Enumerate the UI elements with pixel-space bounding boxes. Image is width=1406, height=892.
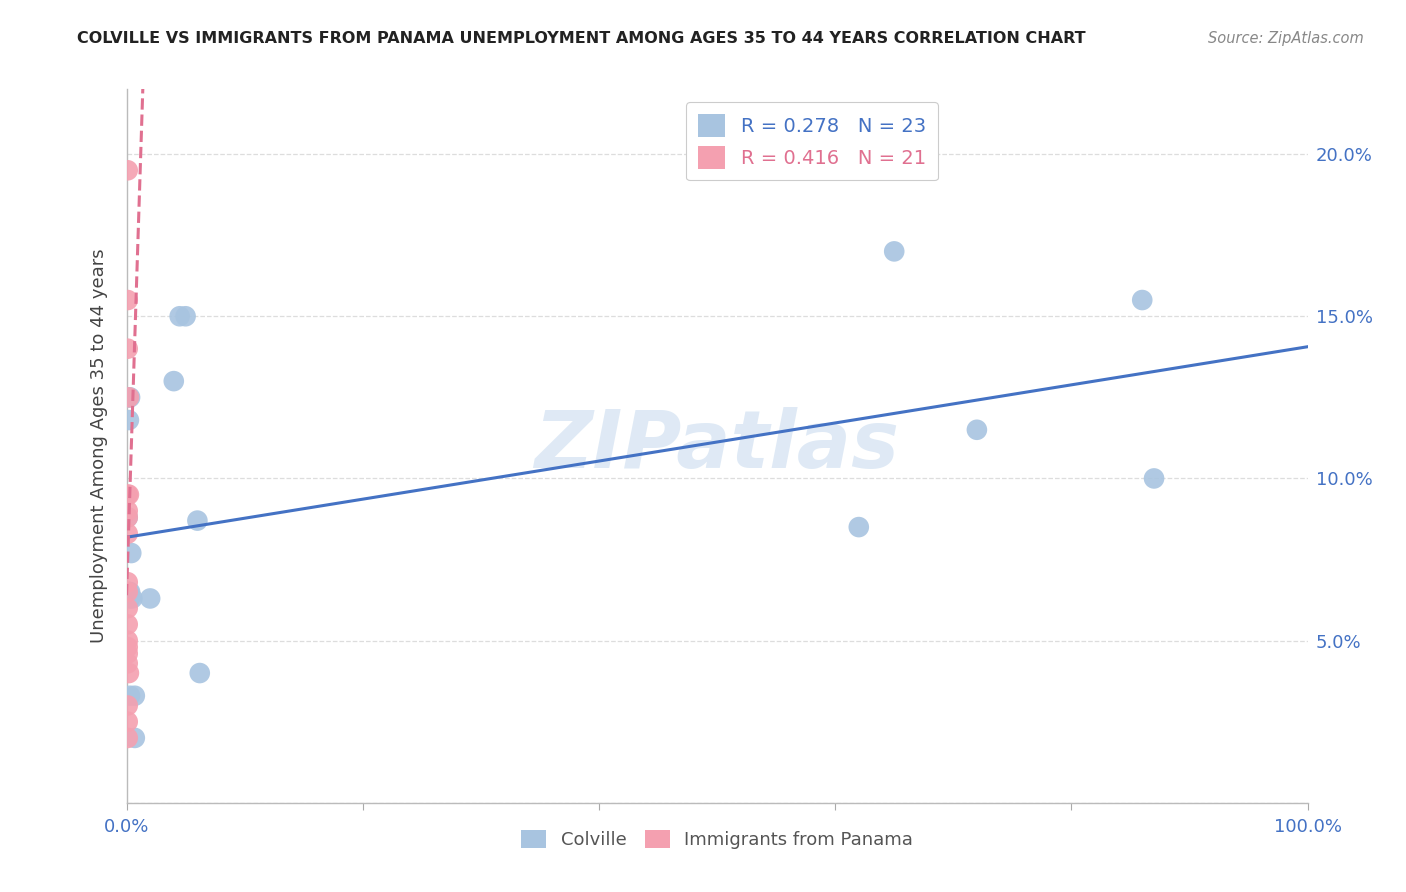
Point (117, 390, 139, 404)
Point (117, 510, 139, 524)
Point (120, 591, 142, 606)
Point (117, 647, 139, 661)
Point (124, 689, 146, 703)
Point (117, 342, 139, 356)
Point (118, 413, 141, 427)
Point (117, 526, 139, 541)
Point (120, 585, 142, 599)
Point (120, 546, 142, 560)
Point (121, 591, 143, 606)
Point (848, 520, 870, 534)
Point (117, 293, 139, 307)
Point (117, 585, 139, 599)
Point (117, 510, 139, 524)
Point (124, 731, 146, 745)
Point (117, 488, 139, 502)
Point (117, 163, 139, 178)
Point (169, 310, 191, 324)
Point (1143, 471, 1166, 485)
Point (186, 514, 208, 528)
Point (174, 310, 197, 324)
Point (117, 633, 139, 648)
Point (163, 374, 186, 388)
Legend: Colville, Immigrants from Panama: Colville, Immigrants from Panama (513, 822, 921, 856)
Point (120, 689, 142, 703)
Point (118, 390, 141, 404)
Point (188, 666, 211, 681)
Point (117, 731, 139, 745)
Point (117, 575, 139, 590)
Point (117, 698, 139, 713)
Point (117, 640, 139, 654)
Point (117, 617, 139, 632)
Point (118, 585, 141, 599)
Point (966, 423, 988, 437)
Text: ZIPatlas: ZIPatlas (534, 407, 900, 485)
Y-axis label: Unemployment Among Ages 35 to 44 years: Unemployment Among Ages 35 to 44 years (90, 249, 108, 643)
Point (118, 666, 141, 681)
Point (139, 591, 162, 606)
Text: COLVILLE VS IMMIGRANTS FROM PANAMA UNEMPLOYMENT AMONG AGES 35 TO 44 YEARS CORREL: COLVILLE VS IMMIGRANTS FROM PANAMA UNEMP… (77, 31, 1085, 46)
Point (883, 244, 905, 259)
Point (117, 714, 139, 729)
Point (120, 390, 142, 404)
Point (118, 488, 141, 502)
Point (1130, 293, 1153, 307)
Text: Source: ZipAtlas.com: Source: ZipAtlas.com (1208, 31, 1364, 46)
Point (117, 601, 139, 615)
Point (117, 657, 139, 671)
Point (117, 504, 139, 518)
